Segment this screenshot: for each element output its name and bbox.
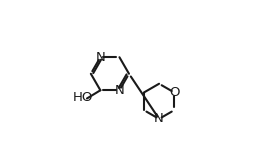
Text: N: N — [154, 112, 164, 125]
Text: N: N — [95, 51, 105, 64]
Text: N: N — [115, 84, 124, 97]
Text: HO: HO — [73, 91, 93, 104]
Text: O: O — [169, 86, 180, 99]
